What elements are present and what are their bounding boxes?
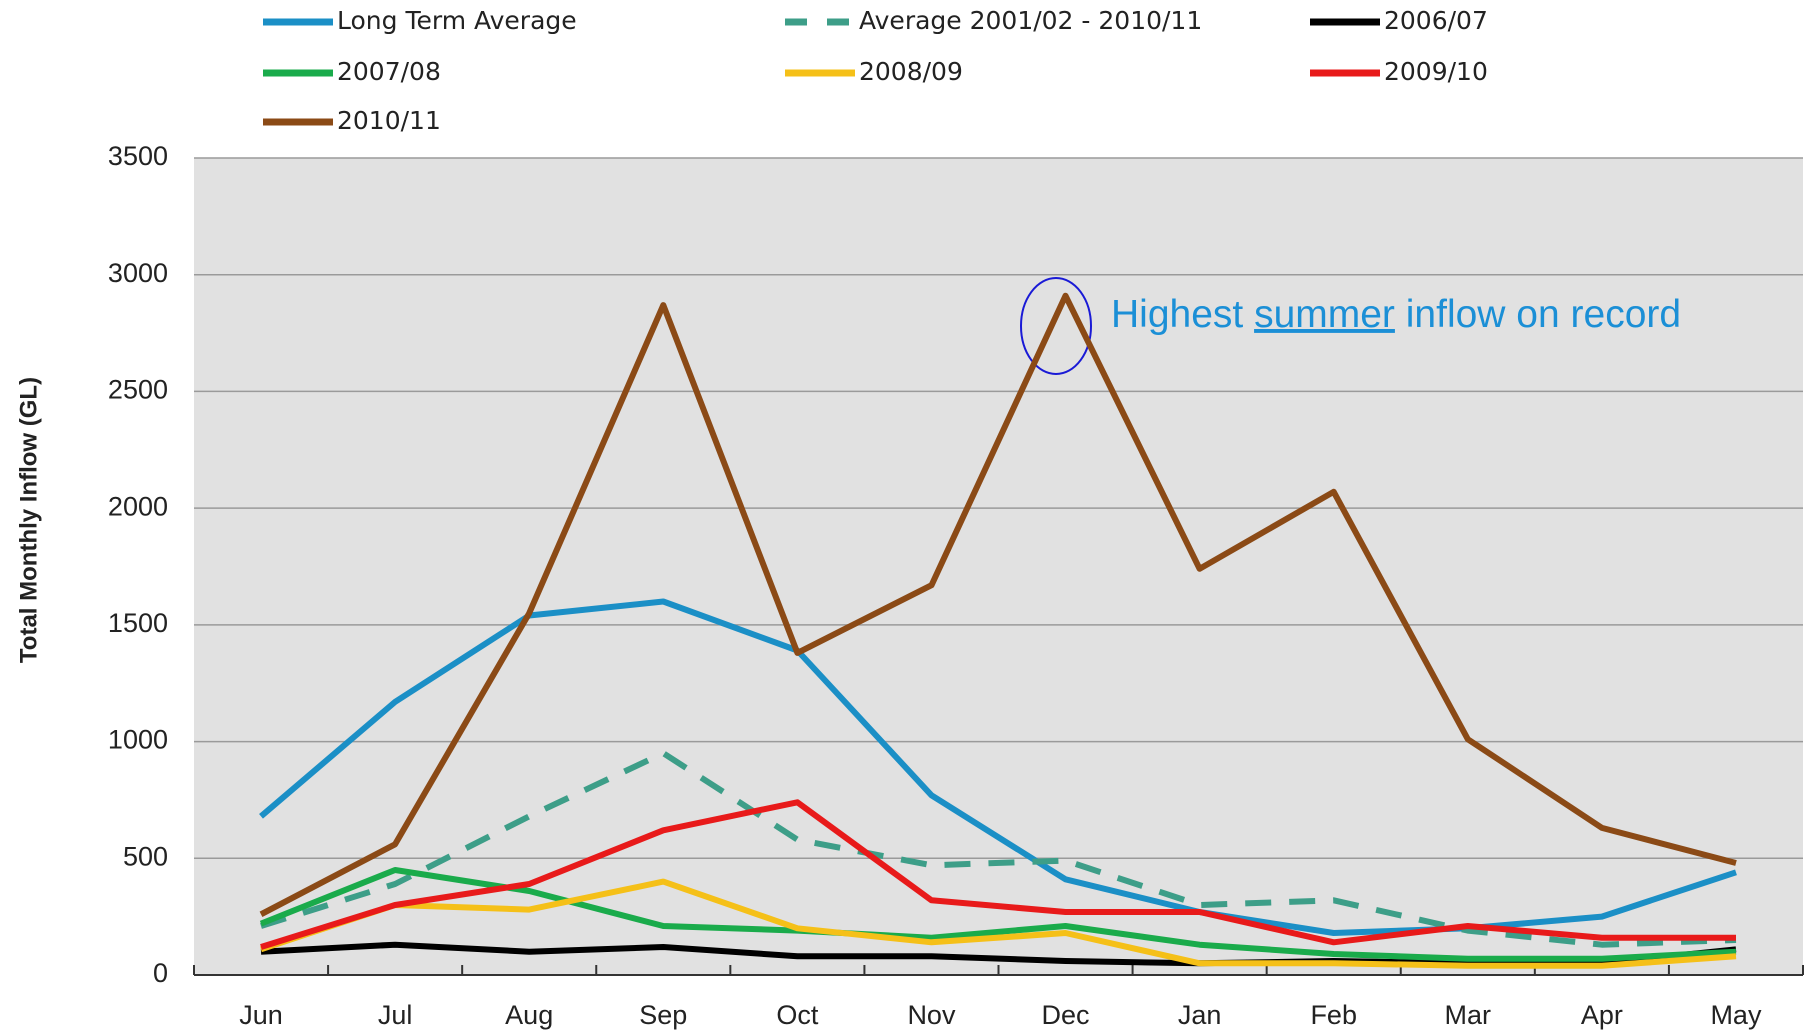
x-tick-label: Apr (1581, 1000, 1623, 1030)
y-tick-label: 3000 (108, 258, 168, 288)
y-tick-label: 2000 (108, 491, 168, 521)
x-tick-label: Dec (1042, 1000, 1090, 1030)
legend-label: 2006/07 (1384, 6, 1488, 35)
y-tick-label: 0 (153, 958, 168, 988)
plot-area (194, 158, 1803, 975)
series-line (260, 750, 1737, 948)
x-tick-label: Jul (378, 1000, 413, 1030)
legend-label: 2008/09 (859, 57, 963, 86)
y-tick-label: 1500 (108, 608, 168, 638)
x-tick-label: Oct (776, 1000, 819, 1030)
x-tick-label: Sep (639, 1000, 687, 1030)
x-tick-label: Nov (907, 1000, 956, 1030)
y-tick-label: 500 (123, 841, 168, 871)
y-tick-label: 3500 (108, 141, 168, 171)
x-tick-label: Jun (239, 1000, 283, 1030)
y-tick-label: 2500 (108, 375, 168, 405)
x-tick-label: Mar (1445, 1000, 1492, 1030)
y-tick-label: 1000 (108, 725, 168, 755)
annotation-part: inflow on record (1395, 293, 1681, 336)
series-line (260, 878, 1737, 969)
x-tick-label: Aug (505, 1000, 553, 1030)
legend-label: Average 2001/02 - 2010/11 (859, 6, 1202, 35)
annotation: Highest summer inflow on record (1111, 293, 1681, 336)
x-tick-label: May (1710, 1000, 1762, 1030)
annotation-part: summer (1254, 293, 1395, 336)
legend-label: 2007/08 (337, 57, 441, 86)
x-tick-label: Feb (1310, 1000, 1357, 1030)
annotation-part: Highest (1111, 293, 1254, 336)
x-tick-label: Jan (1178, 1000, 1222, 1030)
series-line (259, 292, 1737, 917)
legend-label: 2010/11 (337, 106, 441, 135)
legend-label: Long Term Average (337, 6, 577, 35)
series-line (260, 799, 1736, 950)
legend-label: 2009/10 (1384, 57, 1488, 86)
highlight-ellipse (1020, 277, 1092, 375)
y-axis-label: Total Monthly Inflow (GL) (15, 377, 42, 663)
